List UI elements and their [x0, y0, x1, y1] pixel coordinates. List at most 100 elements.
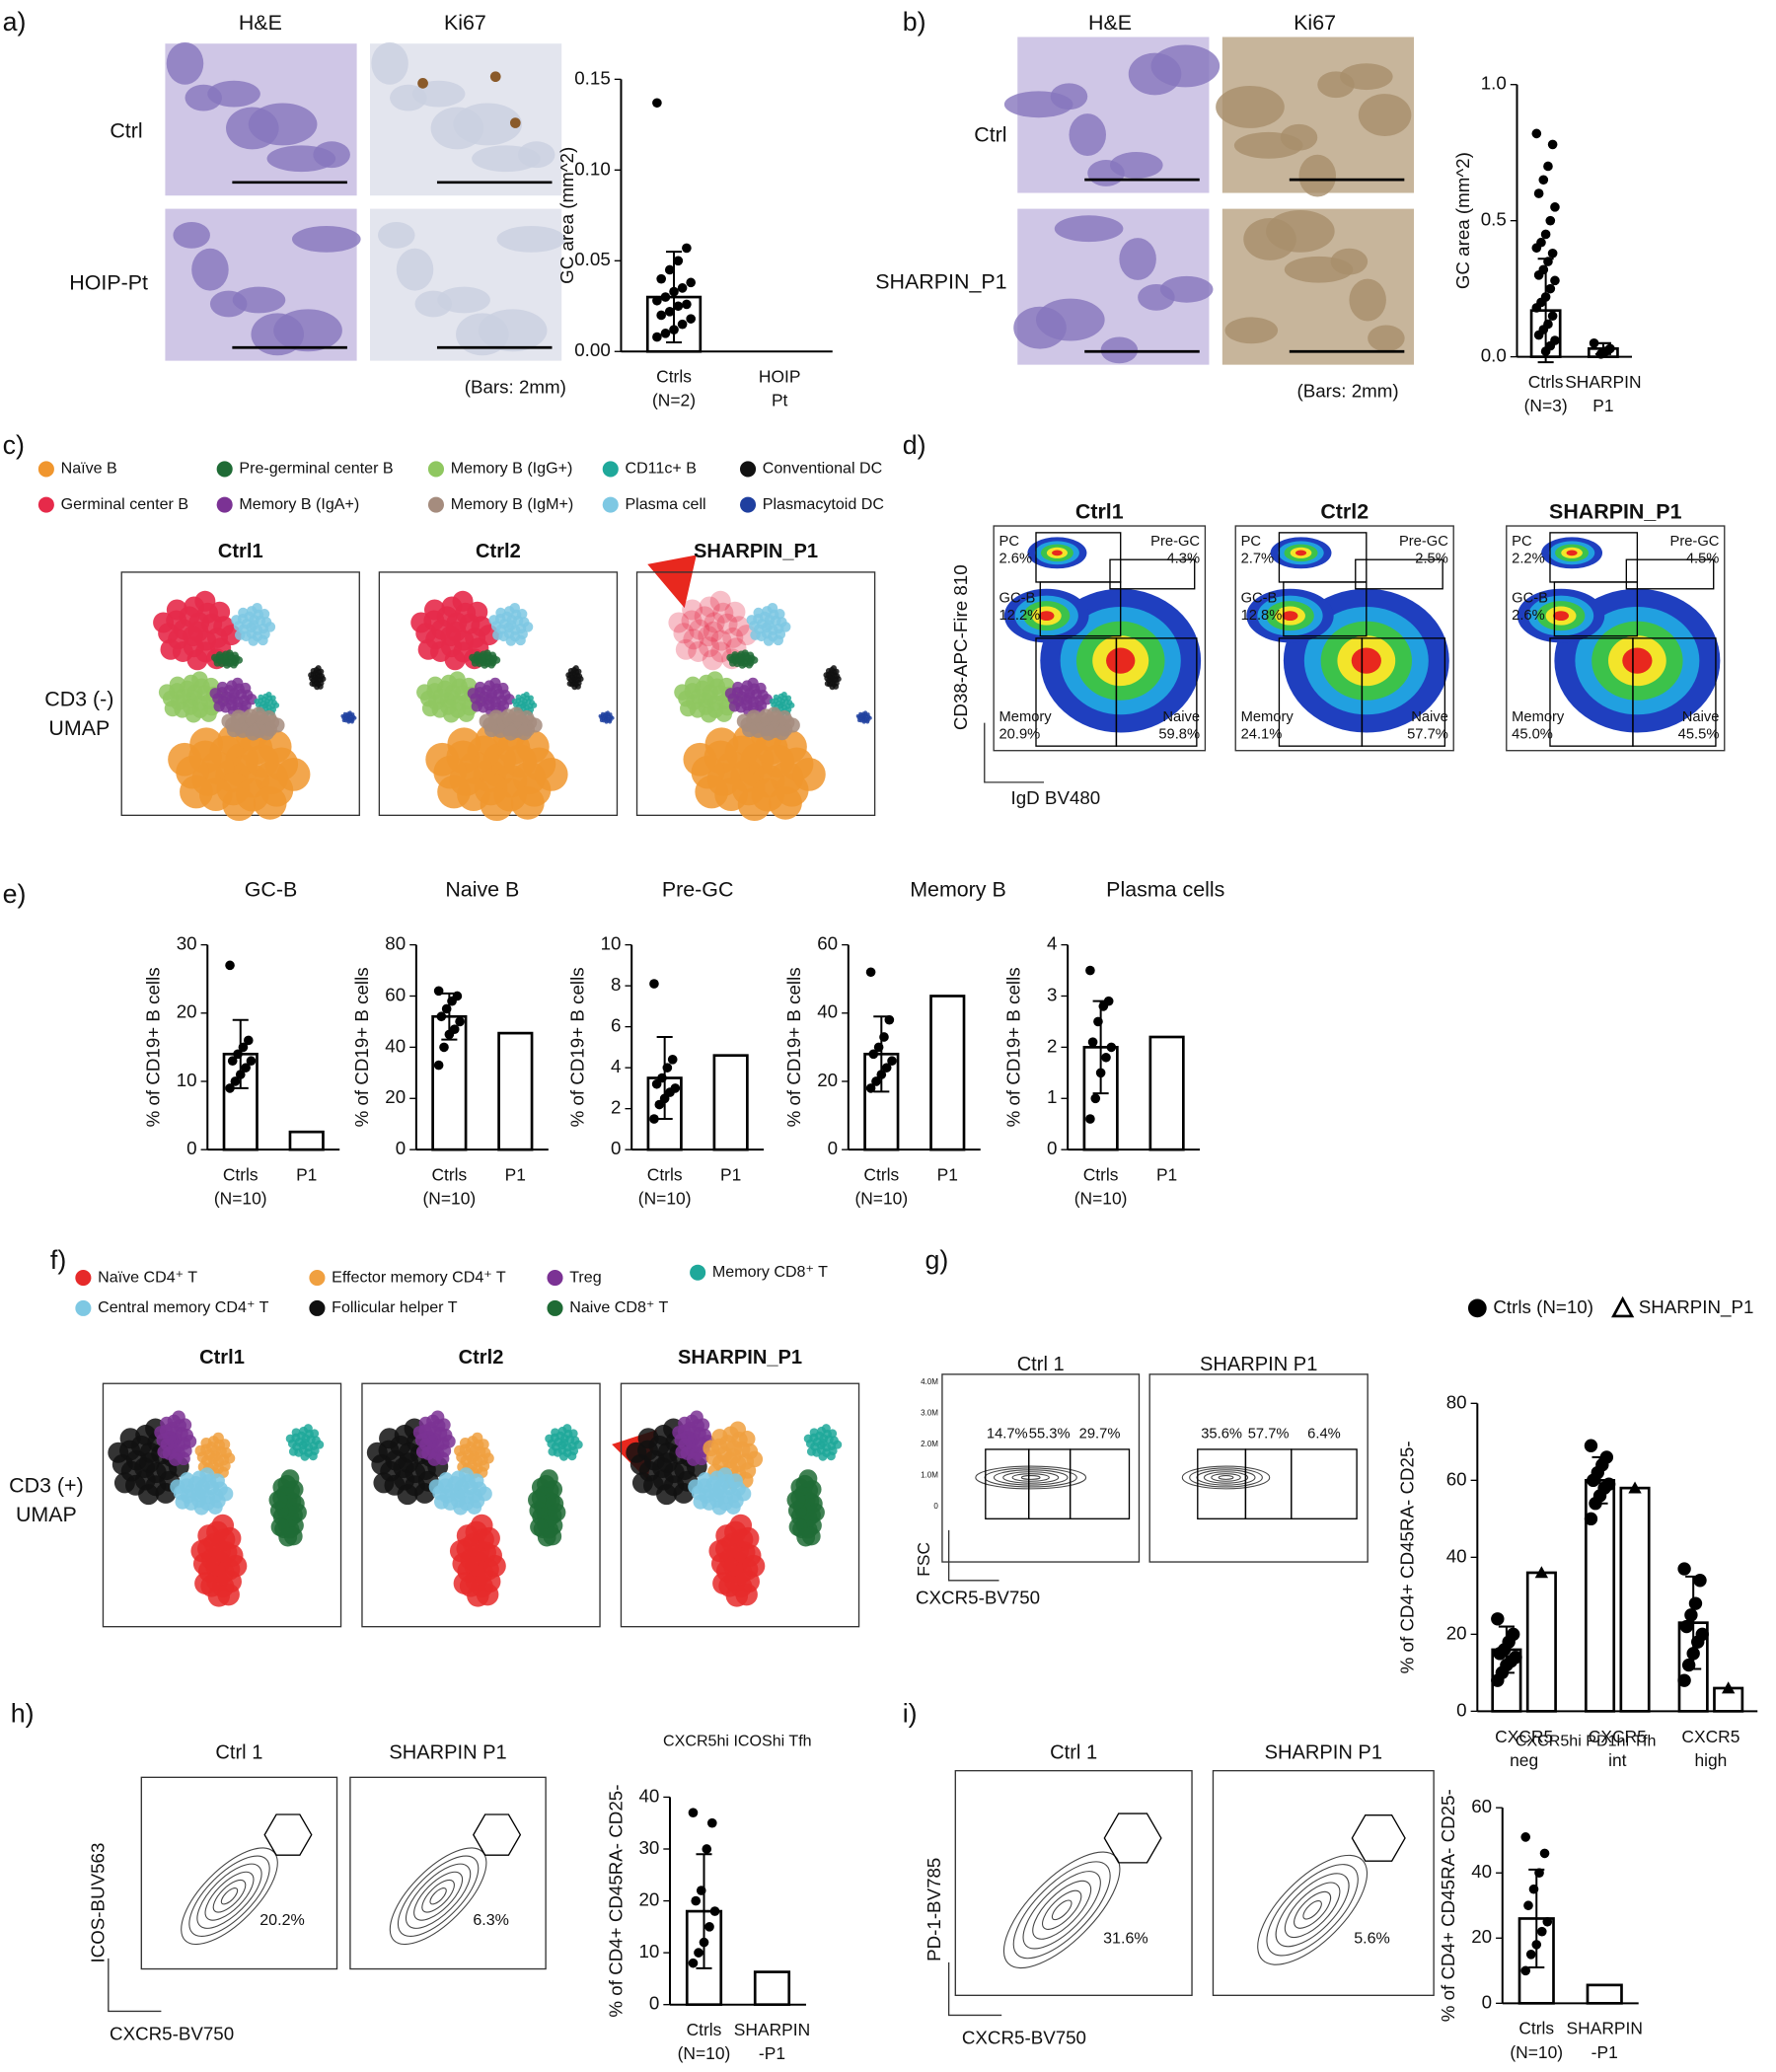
- y-tick-label: 10: [177, 1070, 197, 1090]
- umap-cells: [604, 719, 609, 724]
- y-tick-label: 60: [817, 933, 838, 954]
- y-tick-label: 0: [611, 1138, 621, 1158]
- umap-cells: [775, 609, 785, 620]
- contour: [1032, 1880, 1092, 1940]
- chart-title: Pre-GC: [662, 877, 734, 901]
- label: Ctrl: [974, 123, 1006, 147]
- legend-label: Central memory CD4⁺ T: [98, 1298, 268, 1316]
- data-point: [1534, 1868, 1544, 1879]
- data-point: [881, 1063, 892, 1073]
- umap-cells: [235, 656, 244, 664]
- umap-cells: [830, 665, 837, 672]
- sample-label: Ctrl 1: [215, 1742, 262, 1764]
- data-point: [1523, 1900, 1533, 1911]
- umap-cells: [212, 1432, 224, 1443]
- axis-label: FSC: [914, 1542, 933, 1577]
- umap-cells: [703, 612, 725, 633]
- umap-cells: [809, 1428, 819, 1438]
- legend-label: CD11c+ B: [625, 460, 696, 478]
- umap-cells: [540, 1469, 558, 1488]
- x-tick-label: Ctrls: [431, 1165, 467, 1185]
- data-point: [1677, 1673, 1691, 1687]
- data-point: [709, 1906, 720, 1916]
- data-point: [649, 1114, 659, 1124]
- data-point: [433, 986, 444, 997]
- umap-cells: [435, 1451, 450, 1466]
- data-point: [694, 1948, 703, 1958]
- umap-cells: [268, 1490, 288, 1510]
- y-axis-label: % of CD4+ CD45RA- CD25-: [1397, 1441, 1418, 1673]
- umap-cells: [341, 718, 346, 723]
- x-tick-label: SHARPIN: [734, 2020, 810, 2039]
- umap-cells: [273, 702, 280, 708]
- data-point: [227, 1056, 238, 1067]
- gate: [1103, 1813, 1162, 1864]
- gate-value: 45.5%: [1678, 727, 1720, 743]
- umap-cells: [699, 596, 720, 618]
- error-bar: [696, 1853, 712, 1969]
- umap-cells: [421, 700, 439, 717]
- axis-label: CD38-APC-Fire 810: [950, 564, 971, 730]
- umap-cells: [467, 688, 479, 700]
- umap-cells: [610, 715, 615, 720]
- umap-cells: [709, 590, 731, 612]
- legend-label: Memory CD8⁺ T: [712, 1263, 828, 1281]
- umap-cells: [276, 758, 311, 791]
- sample-label: Ctrl2: [459, 1347, 504, 1369]
- gate: [1109, 558, 1196, 590]
- umap-cells: [806, 1446, 816, 1456]
- axis-arrow: [947, 1529, 999, 1582]
- umap-cells: [716, 613, 738, 634]
- gate-value: 45.0%: [1512, 727, 1553, 743]
- umap-cells: [183, 1435, 197, 1448]
- legend-label: Conventional DC: [763, 460, 882, 478]
- arrow: [647, 555, 697, 609]
- data-point: [441, 1003, 452, 1014]
- y-tick-label: 3: [1047, 984, 1057, 1004]
- umap-cells: [606, 710, 610, 715]
- umap-cells: [769, 698, 776, 704]
- tissue: [291, 226, 361, 253]
- umap-cells: [291, 1428, 301, 1438]
- umap-cells: [736, 1486, 752, 1502]
- legend-dot: [309, 1299, 326, 1316]
- umap-cells: [668, 612, 690, 633]
- y-axis-label: % of CD19+ B cells: [1003, 967, 1024, 1127]
- label: (Bars: 2mm): [1297, 381, 1399, 402]
- chart-title: Memory B: [910, 877, 1006, 901]
- umap-cells: [213, 701, 225, 712]
- y-tick-label: 20: [638, 1889, 659, 1910]
- y-tick-label: 40: [1446, 1545, 1467, 1566]
- data-point: [669, 286, 679, 297]
- tissue: [437, 286, 490, 314]
- y-tick-label: 30: [638, 1837, 659, 1858]
- tissue: [1150, 44, 1221, 88]
- data-point: [1525, 1949, 1536, 1960]
- gate-value: 12.8%: [1241, 608, 1283, 624]
- plot-frame: [1148, 1373, 1369, 1563]
- y-tick-label: 8: [611, 974, 621, 995]
- data-point: [876, 1070, 887, 1079]
- data-point: [1536, 1926, 1547, 1937]
- contour: [1011, 1473, 1050, 1482]
- umap-cells: [601, 711, 605, 716]
- legend-label: Memory B (IgA+): [239, 495, 359, 513]
- gate: [1115, 637, 1198, 747]
- y-tick-label: 0: [1482, 1991, 1492, 2012]
- legend-label: Naïve B: [61, 460, 117, 478]
- umap-cells: [194, 1572, 217, 1595]
- sample-label: Ctrl2: [1320, 499, 1369, 523]
- data-point: [1528, 1884, 1539, 1894]
- tissue: [1159, 275, 1214, 303]
- umap-cells: [510, 785, 545, 820]
- tissue: [1358, 94, 1412, 136]
- x-tick-label: high: [1694, 1750, 1727, 1770]
- umap-cells: [234, 629, 246, 640]
- gate-name: GC-B: [999, 591, 1036, 607]
- contour: [220, 1887, 239, 1905]
- contour: [1294, 1890, 1332, 1929]
- sample-label: SHARPIN P1: [1265, 1742, 1382, 1764]
- x-tick-label: P1: [1592, 396, 1613, 415]
- tissue: [1036, 298, 1105, 341]
- tissue: [453, 103, 523, 146]
